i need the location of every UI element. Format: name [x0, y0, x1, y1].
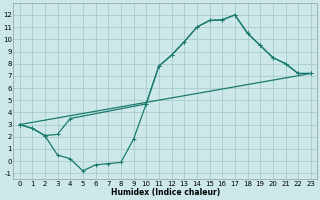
X-axis label: Humidex (Indice chaleur): Humidex (Indice chaleur) [111, 188, 220, 197]
